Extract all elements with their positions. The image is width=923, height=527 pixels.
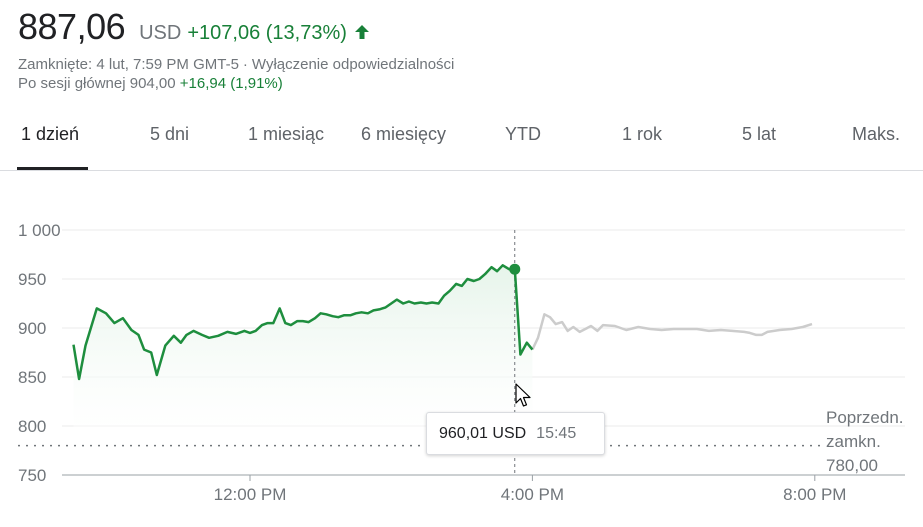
tab-1-year[interactable]: 1 rok bbox=[622, 124, 663, 144]
tab-max[interactable]: Maks. bbox=[852, 124, 901, 144]
current-price: 887,06 bbox=[18, 6, 126, 47]
hover-point bbox=[509, 263, 521, 275]
after-hours-change: +16,94 (1,91%) bbox=[179, 75, 283, 92]
session-price-line bbox=[72, 264, 534, 381]
price-line: 887,06 USD +107,06 (13,73%) bbox=[18, 6, 913, 48]
prev-close-line2: zamkn. bbox=[826, 432, 881, 451]
y-tick-label: 850 bbox=[18, 368, 46, 387]
currency-label: USD bbox=[139, 22, 182, 44]
tooltip-price: 960,01 USD bbox=[439, 424, 527, 442]
tab-ytd[interactable]: YTD bbox=[505, 124, 541, 144]
y-tick-label: 950 bbox=[18, 270, 46, 289]
after-hours-label: Po sesji głównej 904,00 bbox=[18, 75, 176, 92]
tab-6-months[interactable]: 6 miesięcy bbox=[361, 124, 447, 144]
after-hours: Po sesji głównej 904,00 +16,94 (1,91%) bbox=[18, 75, 913, 92]
x-tick-label: 4:00 PM bbox=[501, 485, 564, 504]
tab-5-years[interactable]: 5 lat bbox=[742, 124, 777, 144]
y-tick-label: 750 bbox=[18, 466, 46, 485]
tooltip-time: 15:45 bbox=[536, 424, 577, 442]
disclaimer-link[interactable]: Wyłączenie odpowiedzialności bbox=[251, 56, 455, 73]
y-tick-label: 1 000 bbox=[18, 221, 61, 240]
active-tab-indicator bbox=[17, 167, 88, 170]
previous-close-label: Poprzedn. zamkn. 780,00 bbox=[826, 406, 904, 478]
range-tabs: 1 dzień 5 dni 1 miesiąc 6 miesięcy YTD 1… bbox=[0, 112, 923, 171]
mouse-pointer-icon bbox=[515, 383, 533, 414]
market-status: Zamknięte: 4 lut, 7:59 PM GMT-5 · Wyłączen… bbox=[18, 56, 913, 73]
tab-1-month[interactable]: 1 miesiąc bbox=[248, 124, 325, 144]
after-hours-line bbox=[531, 313, 813, 351]
x-tick-label: 12:00 PM bbox=[214, 485, 287, 504]
quote-header: 887,06 USD +107,06 (13,73%) Zamknięte: 4… bbox=[18, 6, 913, 92]
price-chart[interactable]: 1 000 950 900 850 800 750 12:00 PM 4:00 PM 8:00 … bbox=[0, 172, 923, 527]
prev-close-line1: Poprzedn. bbox=[826, 408, 904, 427]
chart-tooltip: 960,01 USD 15:45 bbox=[426, 412, 605, 455]
prev-close-value: 780,00 bbox=[826, 456, 878, 475]
session-area bbox=[73, 265, 533, 431]
separator-dot: · bbox=[242, 56, 248, 73]
tab-1-day[interactable]: 1 dzień bbox=[21, 124, 80, 144]
x-tick-label: 8:00 PM bbox=[783, 485, 846, 504]
tab-5-days[interactable]: 5 dni bbox=[150, 124, 190, 144]
price-change: +107,06 (13,73%) bbox=[187, 22, 347, 44]
y-tick-label: 800 bbox=[18, 417, 46, 436]
closed-time: Zamknięte: 4 lut, 7:59 PM GMT-5 bbox=[18, 56, 239, 73]
arrow-up-icon bbox=[353, 23, 371, 41]
y-tick-label: 900 bbox=[18, 319, 46, 338]
